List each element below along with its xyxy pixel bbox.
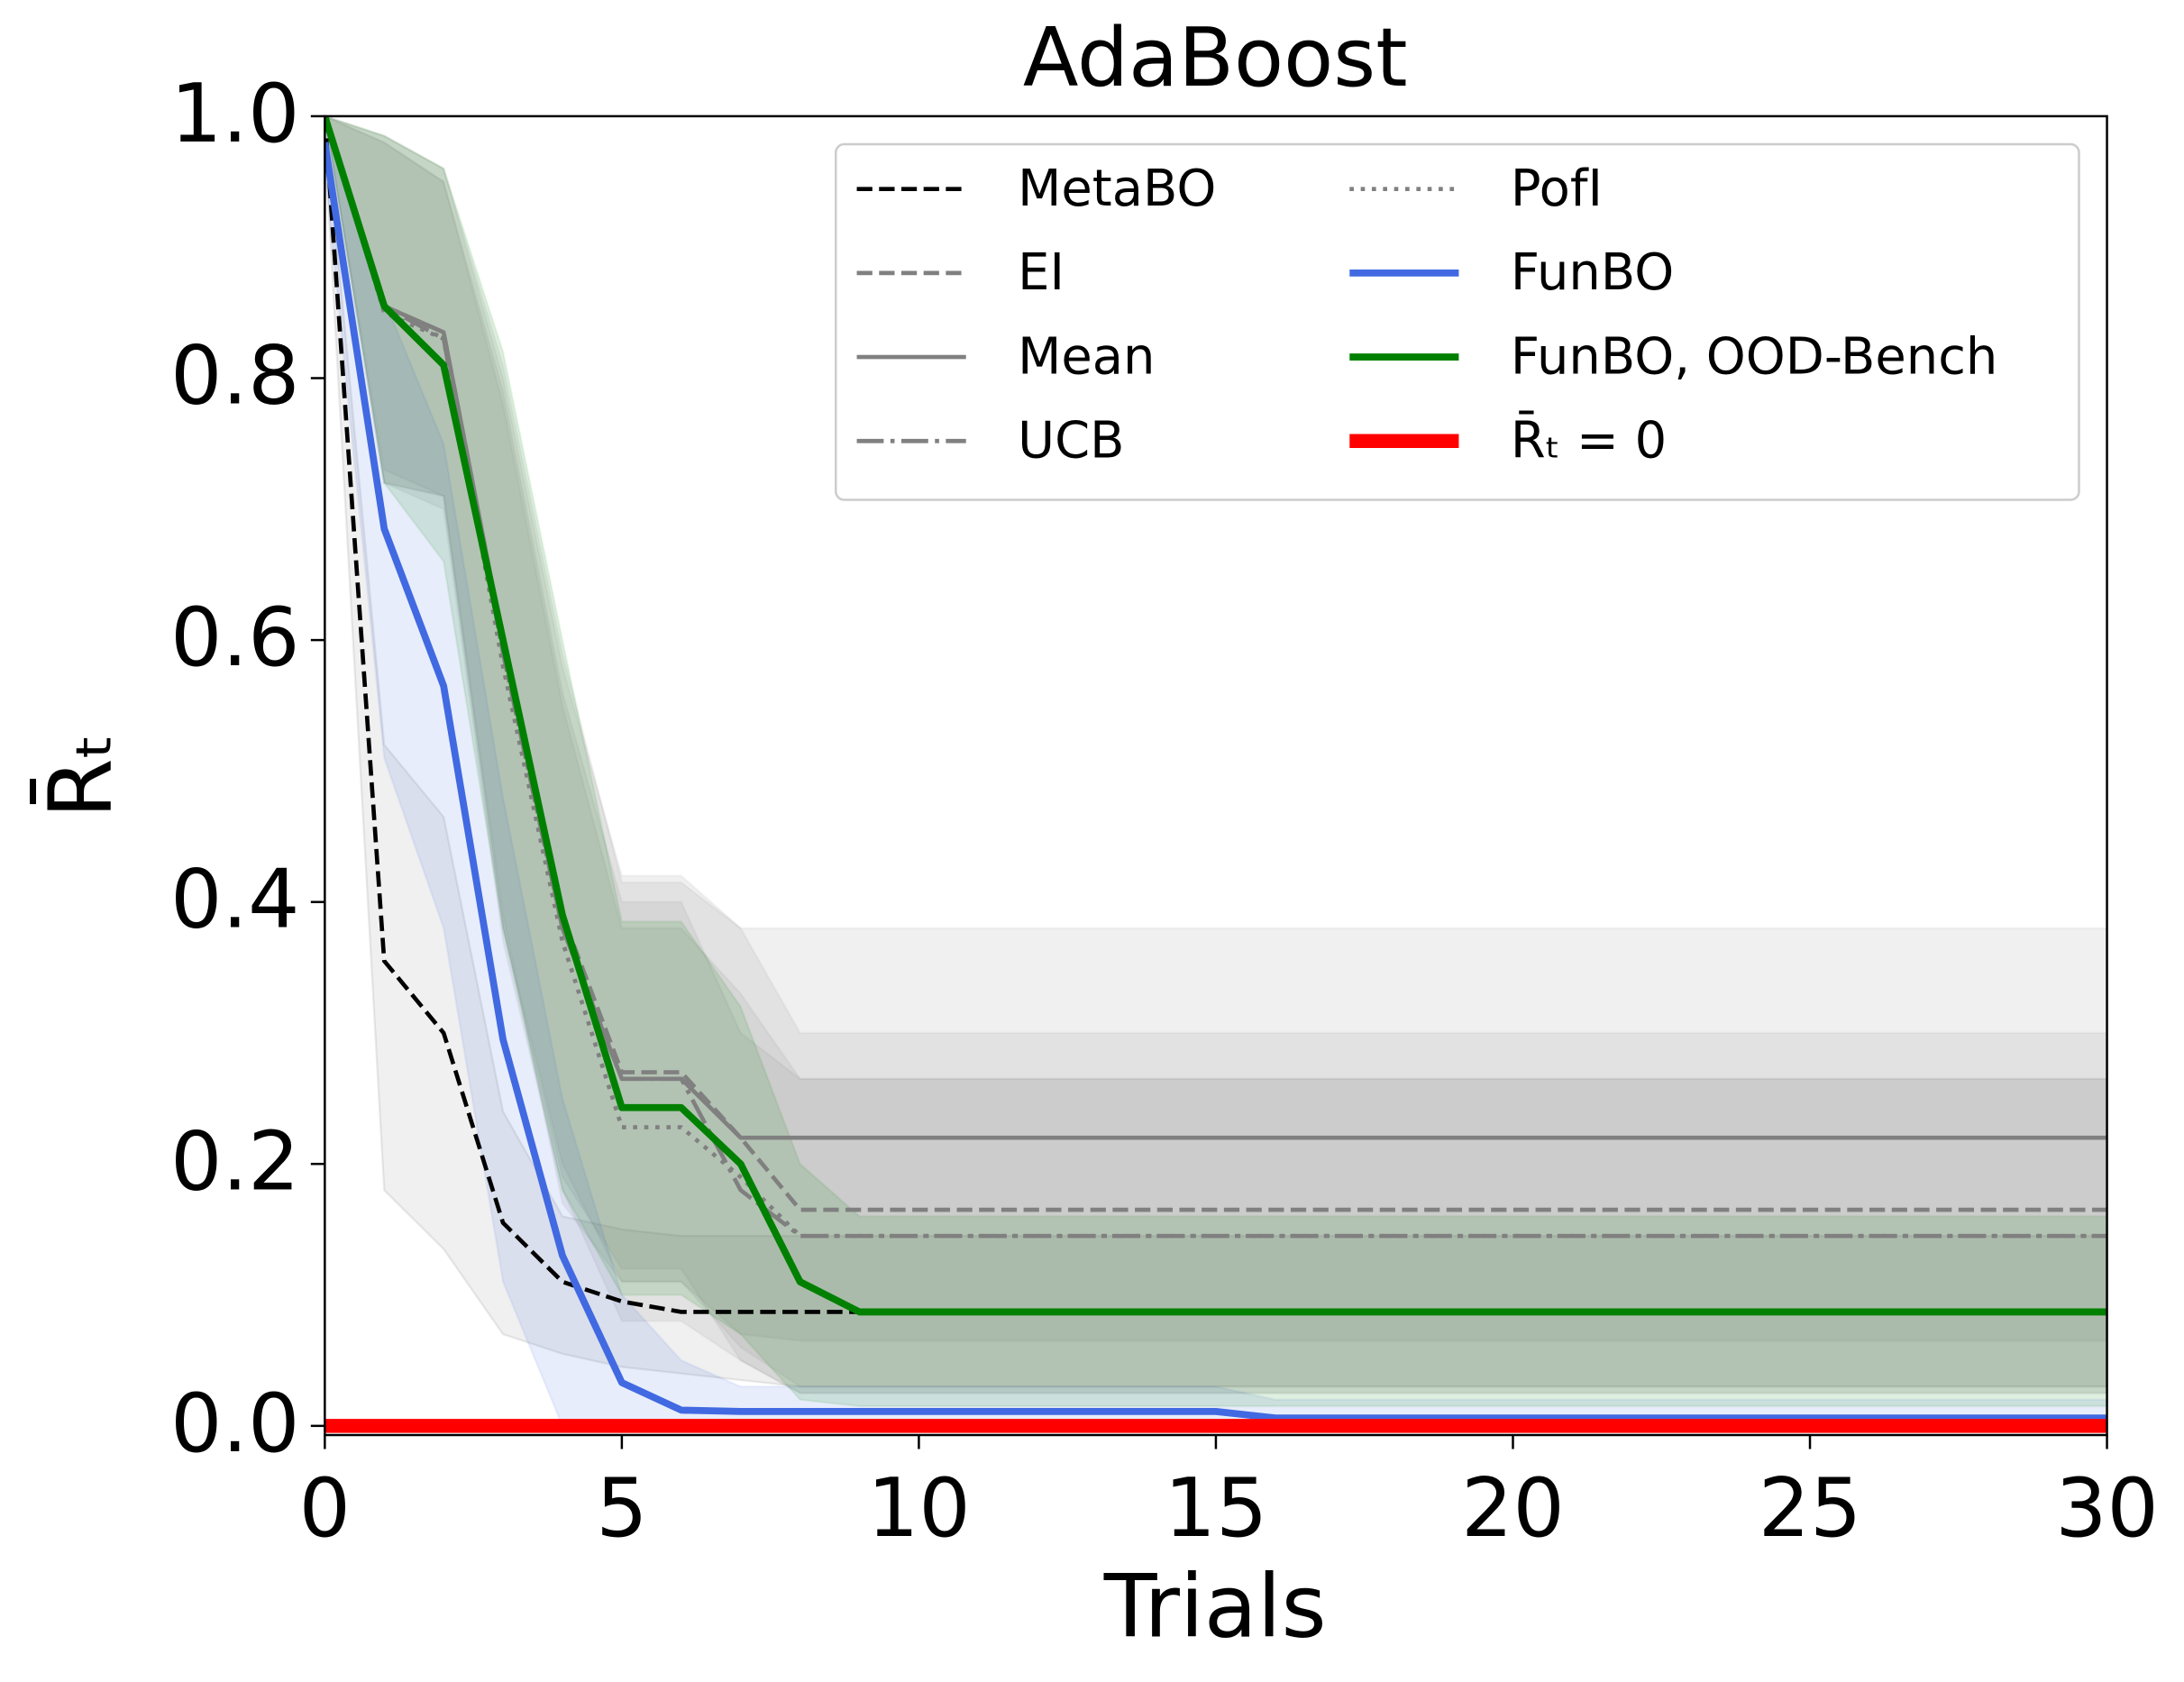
legend-label: UCB [1018, 411, 1124, 470]
x-tick-label: 30 [2055, 1461, 2159, 1556]
plot-area [324, 115, 2107, 1433]
legend-label: FunBO, OOD-Bench [1511, 327, 1997, 386]
legend-label: R̄ₜ = 0 [1511, 411, 1667, 470]
series-line [324, 115, 2107, 1239]
error-band [324, 115, 2107, 1342]
series-line [324, 115, 2107, 1212]
legend: MetaBO EI Mean UCB PofI FunBO FunBO, OOD-Bench… [835, 142, 2080, 501]
y-tick-label: 0.2 [170, 1114, 299, 1209]
error-band [324, 115, 2107, 1394]
legend-label: Mean [1018, 327, 1155, 386]
legend-label: FunBO [1511, 243, 1674, 302]
x-tick-label: 15 [1165, 1461, 1268, 1556]
legend-label: EI [1018, 243, 1065, 302]
series-line [324, 142, 2107, 1422]
series-line [324, 115, 2107, 1316]
x-tick-label: 0 [299, 1461, 351, 1556]
axes: 0 5 10 15 20 25 30 0.0 0.2 0.4 0.6 0.8 1.0 [170, 67, 2159, 1556]
legend-label: PofI [1511, 160, 1603, 218]
x-tick-label: 5 [596, 1461, 647, 1556]
y-axis-label: R̄ₜ [30, 733, 132, 818]
legend-box [835, 142, 2080, 501]
error-band [324, 115, 2107, 1388]
error-band [324, 115, 2107, 1388]
legend-label: MetaBO [1018, 160, 1216, 218]
x-axis-label: Trials [1103, 1557, 1327, 1658]
error-band [324, 115, 2107, 1394]
chart-title: AdaBoost [1023, 11, 1408, 105]
y-tick-label: 0.0 [170, 1376, 299, 1471]
y-tick-label: 0.6 [170, 590, 299, 685]
x-tick-label: 25 [1759, 1461, 1862, 1556]
y-tick-label: 0.4 [170, 853, 299, 947]
x-tick-label: 20 [1461, 1461, 1565, 1556]
y-tick-label: 0.8 [170, 328, 299, 423]
x-tick-label: 10 [867, 1461, 971, 1556]
error-band [324, 115, 2107, 1408]
error-band [324, 115, 2107, 1428]
y-tick-label: 1.0 [170, 67, 299, 161]
